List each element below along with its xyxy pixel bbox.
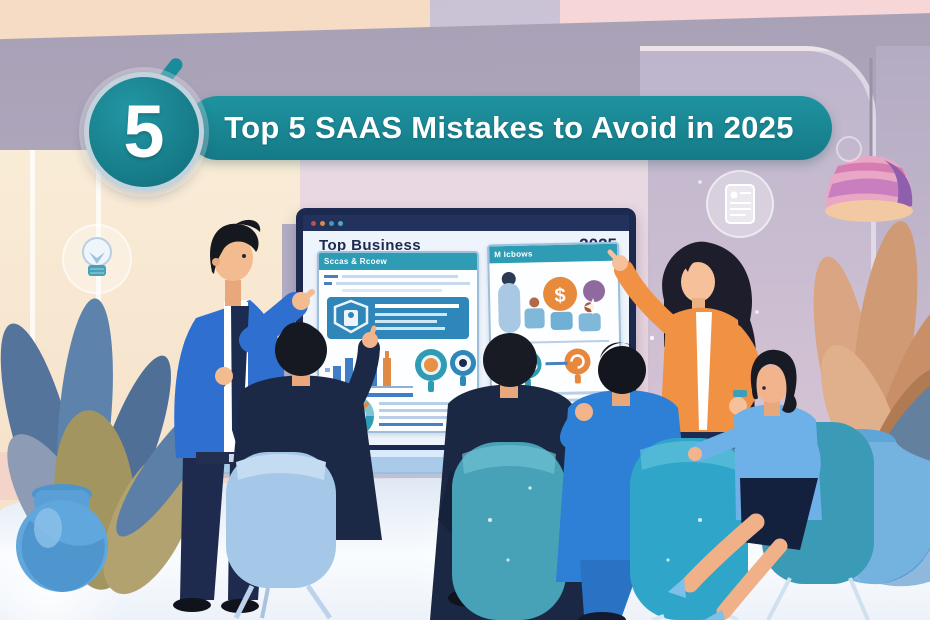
badge-orange (564, 348, 591, 384)
bar-chart (325, 351, 413, 388)
people-capsule-icons (498, 271, 601, 333)
badge-note (450, 350, 476, 386)
slide-panel-left-content (324, 275, 476, 431)
badge-number: 5 (123, 90, 165, 173)
shield-icon (333, 299, 369, 334)
slide-panel-right-content: $ (498, 271, 611, 432)
purple-dot (583, 280, 606, 303)
titlebar-dot (311, 220, 316, 226)
gauge-icon (332, 395, 374, 431)
document-bubble (706, 170, 774, 238)
slide-panel-right: M Icbows $ (487, 241, 623, 435)
slide-panel-left-header: Sccas & Rcoew (319, 253, 477, 270)
badge-coin (415, 349, 447, 392)
titlebar-dot (320, 220, 325, 226)
title-banner: Top 5 SAAS Mistakes to Avoid in 2025 (186, 96, 832, 160)
lightbulb-icon (82, 237, 112, 276)
coin-symbol: $ (554, 285, 566, 307)
window-titlebar (303, 215, 629, 231)
document-icon (725, 184, 755, 224)
decorative-ring (836, 136, 862, 162)
floor-glow (380, 500, 640, 610)
screen-title: Top Business (319, 236, 422, 254)
banner-title: Top 5 SAAS Mistakes to Avoid in 2025 (224, 110, 794, 145)
titlebar-dot (329, 220, 334, 226)
lightbulb-bubble (62, 224, 132, 294)
coin-icon: $ (543, 276, 578, 311)
titlebar-dot (338, 220, 343, 226)
presentation-screen: Top Business 2025 Sccas & Rcoew (296, 208, 636, 452)
badge-teal (513, 350, 542, 389)
slide-panel-left: Sccas & Rcoew (317, 251, 479, 433)
number-badge: 5 (84, 72, 204, 192)
